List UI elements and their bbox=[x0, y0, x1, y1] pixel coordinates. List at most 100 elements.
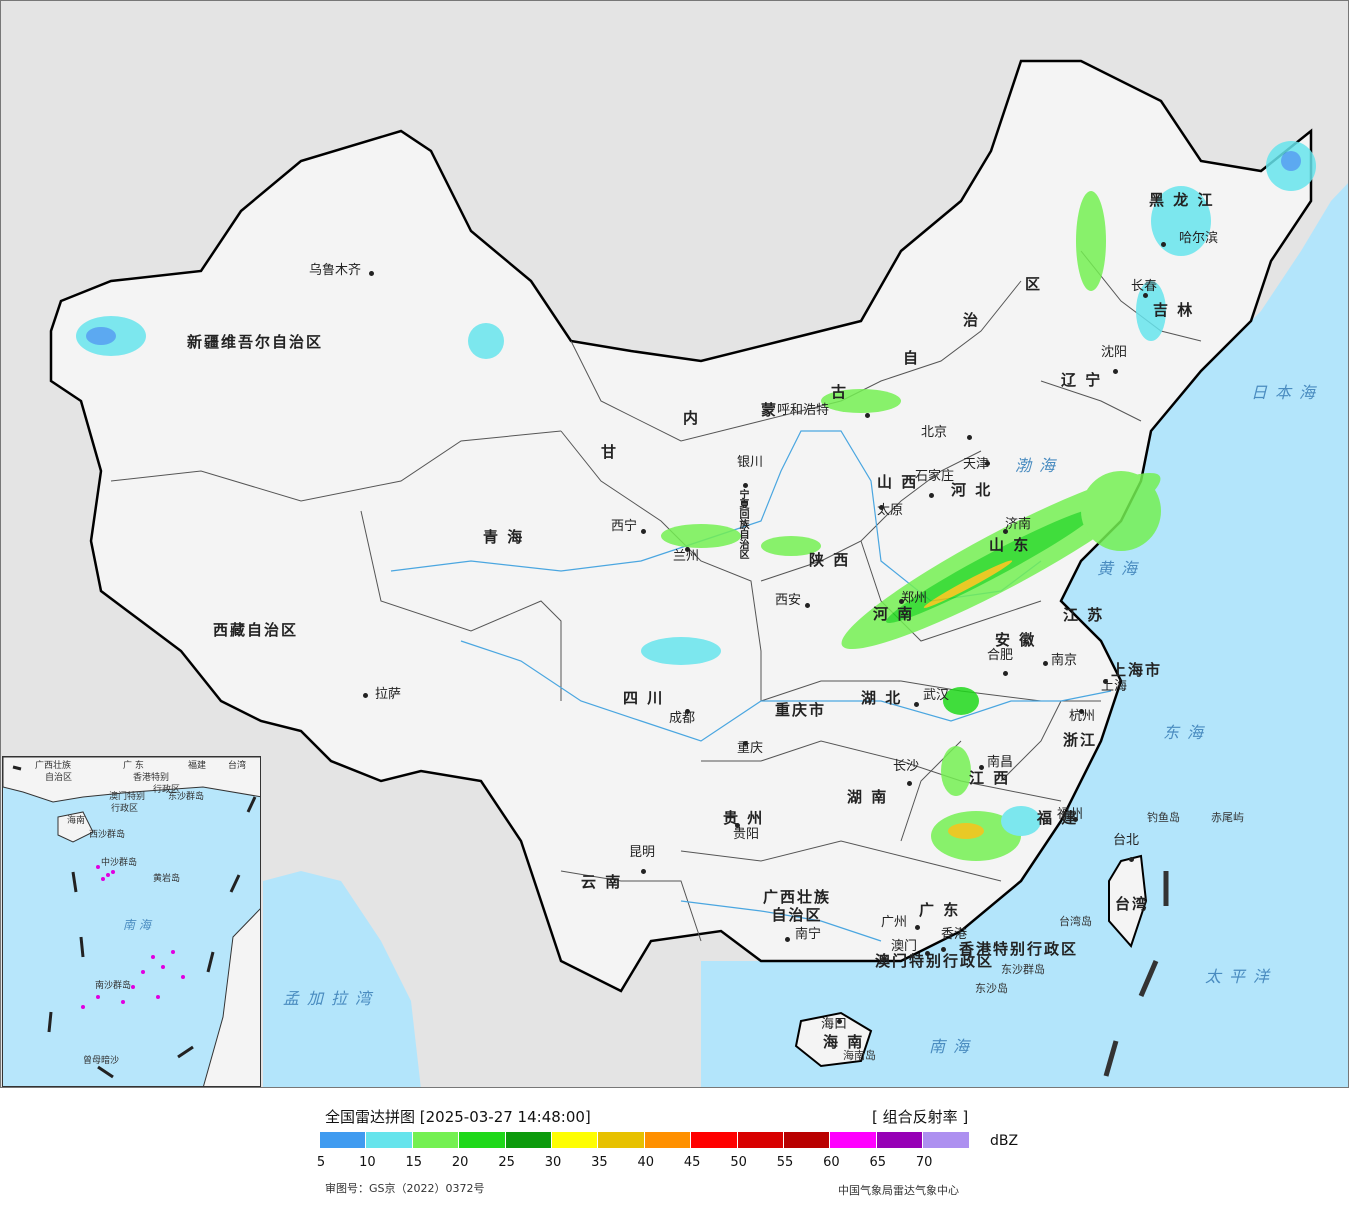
province-label-neimenggu3: 古 bbox=[831, 383, 849, 401]
legend: 全国雷达拼图 [2025-03-27 14:48:00] [ 组合反射率 ] 5… bbox=[0, 1088, 1349, 1208]
province-label-xizang: 西藏自治区 bbox=[213, 621, 299, 639]
ocean bbox=[701, 183, 1348, 1087]
city-marker-taiyuan[interactable] bbox=[879, 505, 884, 510]
city-marker-fuzhou[interactable] bbox=[1073, 817, 1078, 822]
city-label-hongkong: 香港 bbox=[941, 927, 968, 942]
scale-tick-label: 20 bbox=[451, 1155, 469, 1170]
approval-number: 审图号：GS京（2022）0372号 bbox=[325, 1182, 485, 1195]
scale-tick-label: 10 bbox=[359, 1155, 376, 1170]
city-marker-aomen[interactable] bbox=[925, 951, 930, 956]
city-marker-jinan[interactable] bbox=[1003, 529, 1008, 534]
city-marker-shenyang[interactable] bbox=[1113, 369, 1118, 374]
city-marker-harbin[interactable] bbox=[1161, 242, 1166, 247]
city-label-shenyang: 沈阳 bbox=[1101, 345, 1128, 360]
city-marker-yinchuan[interactable] bbox=[743, 483, 748, 488]
city-label-yinchuan: 银川 bbox=[737, 455, 764, 470]
sea-label-donghai: 东海 bbox=[1163, 723, 1212, 742]
city-marker-xining[interactable] bbox=[641, 529, 646, 534]
city-label-nanning: 南宁 bbox=[795, 927, 822, 942]
inset-base bbox=[3, 757, 260, 1086]
province-label-neimenggu2: 蒙 bbox=[761, 401, 779, 419]
province-label-taiwan: 台湾 bbox=[1115, 895, 1150, 913]
city-label-nanjing: 南京 bbox=[1051, 653, 1078, 668]
color-swatch bbox=[784, 1132, 830, 1148]
city-marker-shijiazhuang[interactable] bbox=[929, 493, 934, 498]
scale-tick-label: 45 bbox=[683, 1155, 701, 1170]
province-label-liaoning: 辽 宁 bbox=[1061, 371, 1103, 389]
province-label-gansu: 甘 bbox=[601, 443, 619, 461]
city-marker-nanning[interactable] bbox=[785, 937, 790, 942]
city-marker-hangzhou[interactable] bbox=[1079, 709, 1084, 714]
province-label-macau: 澳门特别行政区 bbox=[875, 952, 995, 970]
city-marker-hohhot[interactable] bbox=[865, 413, 870, 418]
city-marker-urumqi[interactable] bbox=[369, 271, 374, 276]
city-marker-kunming[interactable] bbox=[641, 869, 646, 874]
city-marker-haikou[interactable] bbox=[837, 1019, 842, 1024]
city-marker-changchun[interactable] bbox=[1143, 293, 1148, 298]
island-label-dongshadao: 东沙岛 bbox=[975, 982, 1008, 995]
province-label-ningxia: 宁夏回族自治区 bbox=[737, 489, 748, 559]
province-label-fujian: 福 建 bbox=[1037, 809, 1079, 827]
province-label-zhejiang: 浙江 bbox=[1063, 731, 1098, 749]
island-label-taiwandao: 台湾岛 bbox=[1059, 915, 1092, 928]
color-swatch bbox=[459, 1132, 505, 1148]
inset-label-i3: 广 东 bbox=[123, 761, 144, 771]
city-marker-guiyang[interactable] bbox=[735, 823, 740, 828]
city-marker-lanzhou[interactable] bbox=[685, 547, 690, 552]
city-label-hefei: 合肥 bbox=[987, 648, 1014, 663]
province-label-shanghai: 上海市 bbox=[1111, 661, 1163, 679]
inset-label-i8: 澳门特别 bbox=[109, 792, 146, 802]
city-marker-lhasa[interactable] bbox=[363, 693, 368, 698]
inset-label-i6: 香港特别 bbox=[133, 773, 170, 783]
city-label-guiyang: 贵阳 bbox=[733, 827, 760, 842]
color-swatch bbox=[830, 1132, 876, 1148]
city-marker-hefei[interactable] bbox=[1003, 671, 1008, 676]
inset-label-i14: 黄岩岛 bbox=[153, 874, 181, 884]
inset-label-i1: 广西壮族 bbox=[35, 761, 72, 771]
scale-tick-label: 30 bbox=[544, 1155, 562, 1170]
scale-tick-label: 15 bbox=[405, 1155, 423, 1170]
sea-label-taipingyang: 太平洋 bbox=[1205, 967, 1278, 986]
island-label-hainandao: 海南岛 bbox=[843, 1049, 876, 1062]
scale-tick-label: 70 bbox=[915, 1155, 933, 1170]
scale-tick-label: 40 bbox=[637, 1155, 655, 1170]
inset-label-i9: 行政区 bbox=[111, 804, 139, 814]
province-label-neimenggu6: 区 bbox=[1025, 275, 1043, 293]
city-marker-shanghai[interactable] bbox=[1103, 679, 1108, 684]
province-label-qinghai: 青 海 bbox=[483, 528, 525, 546]
province-label-hunan: 湖 南 bbox=[847, 788, 889, 806]
city-marker-beijing[interactable] bbox=[967, 435, 972, 440]
city-marker-nanchang[interactable] bbox=[979, 765, 984, 770]
sea-label-mengjiala: 孟加拉湾 bbox=[283, 989, 380, 1008]
color-swatch bbox=[320, 1132, 366, 1148]
city-marker-zhengzhou[interactable] bbox=[899, 599, 904, 604]
radar-map[interactable]: 新疆维吾尔自治区 西藏自治区青 海甘内蒙古自治区黑 龙 江吉 林辽 宁河 北山 西… bbox=[0, 0, 1349, 1088]
city-marker-chengdu[interactable] bbox=[685, 709, 690, 714]
city-marker-guangzhou[interactable] bbox=[915, 925, 920, 930]
city-marker-xian[interactable] bbox=[805, 603, 810, 608]
scale-tick-label: 60 bbox=[823, 1155, 840, 1170]
city-marker-taibei[interactable] bbox=[1129, 857, 1134, 862]
boundary-segments bbox=[1103, 871, 1169, 1077]
city-marker-changsha[interactable] bbox=[907, 781, 912, 786]
island-label-chiwei: 赤尾屿 bbox=[1211, 811, 1244, 824]
inset-label-i16: 南沙群岛 bbox=[95, 981, 132, 991]
city-marker-wuhan[interactable] bbox=[914, 702, 919, 707]
city-marker-nanjing[interactable] bbox=[1043, 661, 1048, 666]
city-label-kunming: 昆明 bbox=[629, 845, 656, 860]
sea-label-bohai: 渤海 bbox=[1015, 456, 1064, 475]
scale-tick-label: 25 bbox=[498, 1155, 515, 1170]
province-label-neimenggu4: 自 bbox=[903, 349, 921, 367]
province-label-chongqing: 重庆市 bbox=[775, 701, 827, 719]
city-label-tianjin: 天津 bbox=[963, 457, 990, 472]
city-label-shanghai: 上海 bbox=[1101, 679, 1128, 694]
city-label-shijiazhuang: 石家庄 bbox=[915, 469, 955, 484]
city-label-aomen: 澳门 bbox=[891, 939, 918, 954]
scale-tick-label: 35 bbox=[591, 1155, 608, 1170]
city-marker-chongqing[interactable] bbox=[743, 741, 748, 746]
sea-label-nanhai: 南海 bbox=[929, 1037, 978, 1056]
city-marker-hongkong[interactable] bbox=[941, 947, 946, 952]
inset-label-i4: 福建 bbox=[188, 761, 207, 771]
city-marker-tianjin[interactable] bbox=[985, 461, 990, 466]
city-label-hangzhou: 杭州 bbox=[1069, 709, 1096, 724]
